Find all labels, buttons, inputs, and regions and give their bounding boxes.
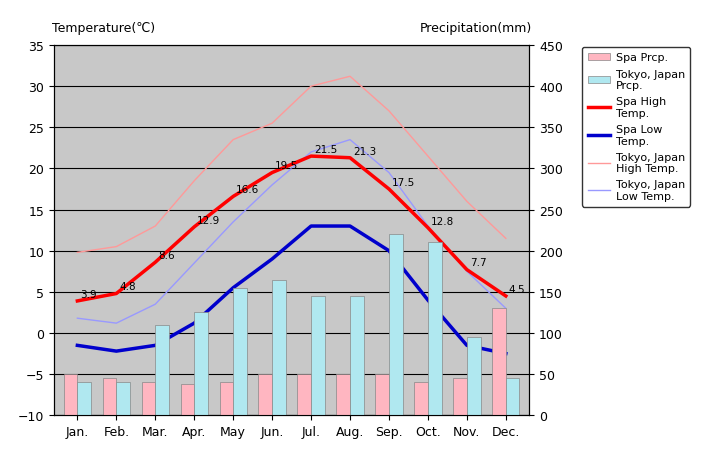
Bar [414, 382, 428, 415]
Bar [103, 378, 117, 415]
Bar [428, 243, 441, 415]
Text: 19.5: 19.5 [275, 161, 298, 171]
Bar [311, 297, 325, 415]
Bar [258, 375, 272, 415]
Bar [181, 384, 194, 415]
Text: Temperature(℃): Temperature(℃) [52, 22, 155, 35]
Text: 12.9: 12.9 [197, 215, 220, 225]
Bar [506, 378, 519, 415]
Bar [375, 375, 389, 415]
Bar [350, 297, 364, 415]
Bar [142, 382, 156, 415]
Bar [77, 382, 91, 415]
Bar [297, 375, 311, 415]
Bar [336, 375, 350, 415]
Text: 16.6: 16.6 [236, 185, 259, 195]
Text: 8.6: 8.6 [158, 251, 175, 261]
Bar [156, 325, 169, 415]
Text: 21.3: 21.3 [353, 146, 376, 156]
Bar [233, 288, 247, 415]
Bar [454, 378, 467, 415]
Legend: Spa Prcp., Tokyo, Japan
Prcp., Spa High
Temp., Spa Low
Temp., Tokyo, Japan
High : Spa Prcp., Tokyo, Japan Prcp., Spa High … [582, 48, 690, 207]
Text: 17.5: 17.5 [392, 178, 415, 187]
Bar [389, 235, 402, 415]
Bar [272, 280, 286, 415]
Text: 4.5: 4.5 [508, 284, 525, 294]
Bar [194, 313, 208, 415]
Bar [220, 382, 233, 415]
Text: 7.7: 7.7 [469, 258, 486, 268]
Bar [64, 375, 77, 415]
Text: 3.9: 3.9 [80, 289, 96, 299]
Text: 4.8: 4.8 [119, 282, 136, 292]
Text: 21.5: 21.5 [314, 145, 337, 155]
Bar [117, 382, 130, 415]
Text: Precipitation(mm): Precipitation(mm) [419, 22, 531, 35]
Text: 12.8: 12.8 [431, 216, 454, 226]
Bar [492, 308, 506, 415]
Bar [467, 337, 480, 415]
